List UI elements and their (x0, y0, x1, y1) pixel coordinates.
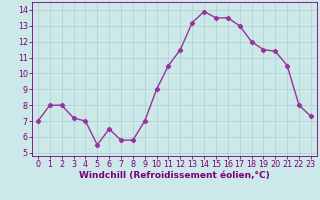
X-axis label: Windchill (Refroidissement éolien,°C): Windchill (Refroidissement éolien,°C) (79, 171, 270, 180)
